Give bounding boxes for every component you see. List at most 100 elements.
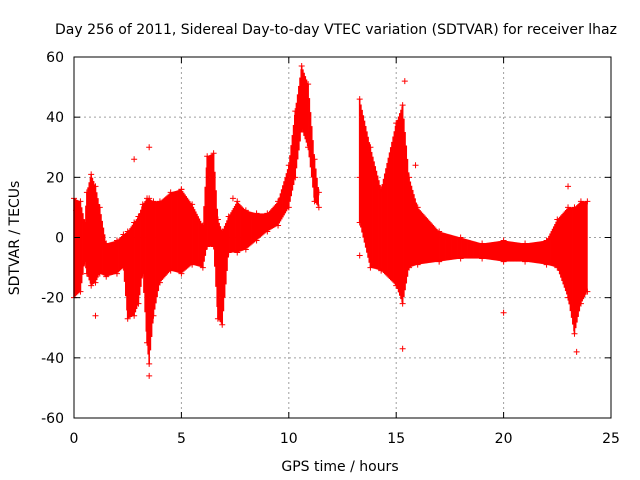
data-point bbox=[156, 279, 163, 286]
data-point bbox=[150, 312, 157, 319]
data-point bbox=[103, 240, 110, 247]
data-point bbox=[150, 198, 157, 205]
data-point bbox=[88, 171, 95, 178]
x-tick-label: 10 bbox=[280, 431, 298, 447]
x-tick-label: 25 bbox=[602, 431, 620, 447]
data-point bbox=[406, 174, 413, 181]
data-point bbox=[399, 102, 406, 109]
data-point bbox=[113, 237, 120, 244]
data-point bbox=[144, 339, 151, 346]
y-tick-label: 20 bbox=[46, 170, 64, 186]
data-point bbox=[305, 144, 312, 151]
data-point bbox=[457, 234, 464, 241]
data-point bbox=[264, 228, 271, 235]
data-point bbox=[298, 126, 305, 133]
y-tick-label: 0 bbox=[55, 231, 64, 247]
y-axis-label: SDTVAR / TECUs bbox=[7, 181, 23, 296]
outlier-point bbox=[146, 372, 153, 379]
data-point bbox=[139, 201, 146, 208]
data-point bbox=[242, 246, 249, 253]
data-point bbox=[315, 204, 322, 211]
data-point bbox=[204, 243, 211, 250]
data-point bbox=[584, 198, 591, 205]
data-point bbox=[292, 174, 299, 181]
data-point bbox=[393, 120, 400, 127]
data-point bbox=[167, 189, 174, 196]
data-point bbox=[131, 312, 138, 319]
outlier-point bbox=[92, 312, 99, 319]
data-point bbox=[285, 204, 292, 211]
data-point bbox=[436, 228, 443, 235]
data-point bbox=[414, 204, 421, 211]
data-point bbox=[81, 219, 88, 226]
x-tick-label: 20 bbox=[495, 431, 513, 447]
data-point bbox=[565, 294, 572, 301]
outlier-point bbox=[356, 252, 363, 259]
chart-title: Day 256 of 2011, Sidereal Day-to-day VTE… bbox=[55, 22, 617, 38]
data-point bbox=[81, 258, 88, 265]
data-point bbox=[436, 258, 443, 265]
data-point bbox=[399, 300, 406, 307]
data-point bbox=[522, 258, 529, 265]
data-point bbox=[406, 264, 413, 271]
data-point bbox=[264, 210, 271, 217]
outlier-point bbox=[565, 183, 572, 190]
data-point bbox=[199, 264, 206, 271]
data-point bbox=[146, 360, 153, 367]
data-point bbox=[554, 216, 561, 223]
data-point bbox=[92, 183, 99, 190]
data-point bbox=[275, 198, 282, 205]
x-tick-label: 5 bbox=[177, 431, 186, 447]
data-point bbox=[219, 228, 226, 235]
data-point bbox=[584, 288, 591, 295]
data-point bbox=[135, 300, 142, 307]
y-tick-label: 40 bbox=[46, 110, 64, 126]
data-point bbox=[139, 270, 146, 277]
data-point bbox=[131, 219, 138, 226]
data-point bbox=[124, 315, 131, 322]
data-point bbox=[225, 213, 232, 220]
data-point bbox=[457, 255, 464, 262]
data-point bbox=[571, 330, 578, 337]
y-tick-label: 60 bbox=[46, 50, 64, 66]
data-point bbox=[96, 204, 103, 211]
data-point bbox=[124, 228, 131, 235]
data-point bbox=[214, 216, 221, 223]
data-point bbox=[103, 273, 110, 280]
data-point bbox=[500, 237, 507, 244]
data-point bbox=[120, 264, 127, 271]
data-point bbox=[543, 261, 550, 268]
data-point bbox=[204, 153, 211, 160]
outlier-point bbox=[131, 156, 138, 163]
data-point bbox=[189, 201, 196, 208]
data-point bbox=[543, 237, 550, 244]
data-point bbox=[225, 249, 232, 256]
data-point bbox=[219, 321, 226, 328]
data-point bbox=[315, 189, 322, 196]
data-point bbox=[146, 195, 153, 202]
outlier-point bbox=[401, 78, 408, 85]
y-tick-label: -60 bbox=[41, 411, 64, 427]
x-tick-label: 15 bbox=[387, 431, 405, 447]
data-point bbox=[275, 222, 282, 229]
data-point bbox=[577, 300, 584, 307]
data-point bbox=[199, 222, 206, 229]
data-point bbox=[305, 81, 312, 88]
data-point bbox=[83, 270, 90, 277]
data-point bbox=[367, 144, 374, 151]
data-point bbox=[356, 219, 363, 226]
y-tick-label: -40 bbox=[41, 351, 64, 367]
outlier-point bbox=[178, 186, 185, 193]
data-point bbox=[167, 267, 174, 274]
ticks: 0 5 10 15 20 25 -60 -40 -20 0 20 40 60 bbox=[41, 50, 620, 447]
data-point bbox=[500, 258, 507, 265]
data-point bbox=[214, 315, 221, 322]
outlier-point bbox=[146, 144, 153, 151]
data-point bbox=[234, 198, 241, 205]
data-point bbox=[120, 231, 127, 238]
data-point bbox=[88, 282, 95, 289]
data-point bbox=[479, 240, 486, 247]
data-point bbox=[210, 243, 217, 250]
y-tick-label: -20 bbox=[41, 291, 64, 307]
data-point bbox=[393, 282, 400, 289]
